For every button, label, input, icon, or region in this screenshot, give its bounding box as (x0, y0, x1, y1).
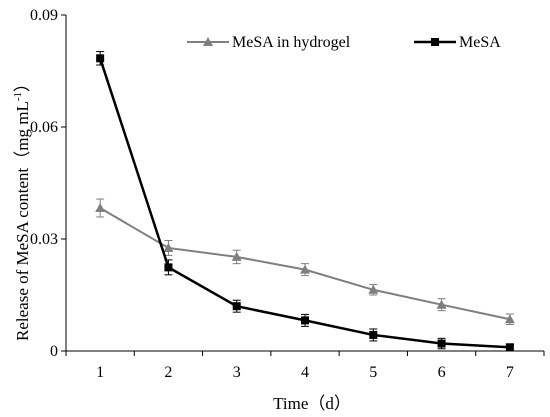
data-point (504, 314, 515, 324)
data-point (505, 343, 514, 352)
data-point (95, 203, 106, 213)
data-point (437, 339, 446, 348)
y-axis-title-superscript: -1 (12, 92, 24, 101)
y-axis-title-close: ） (13, 75, 32, 92)
data-point (436, 299, 447, 309)
data-point (231, 251, 242, 261)
data-point (163, 242, 174, 252)
data-point (232, 302, 241, 311)
x-tick-label: 3 (233, 364, 241, 381)
data-point (96, 54, 105, 63)
data-point (300, 264, 310, 274)
data-point (369, 330, 378, 339)
ticks: 0 0.03 0.06 0.09 1 2 3 4 5 6 7 (30, 7, 545, 381)
x-tick-label: 5 (369, 364, 377, 381)
legend-entry-mesa-in-hydrogel: MeSA in hydrogel (187, 34, 351, 51)
legend-label: MeSA in hydrogel (232, 34, 351, 51)
y-tick-label: 0 (50, 343, 58, 360)
data-point (368, 284, 379, 294)
series-layer (95, 51, 515, 352)
series-mesa-in-hydrogel (95, 198, 515, 325)
legend: MeSA in hydrogel MeSA (187, 34, 501, 51)
y-tick-label: 0.03 (30, 231, 58, 248)
y-axis-title-main: Release of MeSA content（mg mL (13, 101, 32, 341)
data-point (164, 263, 173, 272)
series-mesa (96, 51, 514, 352)
x-tick-label: 2 (164, 364, 172, 381)
x-tick-label: 1 (96, 364, 104, 381)
x-tick-label: 6 (438, 364, 446, 381)
legend-label: MeSA (459, 34, 501, 51)
x-tick-label: 4 (301, 364, 309, 381)
series-line (98, 57, 510, 349)
y-axis-title: Release of MeSA content（mg mL-1） (12, 75, 32, 341)
axes (65, 15, 544, 352)
x-tick-label: 7 (506, 364, 514, 381)
y-tick-label: 0.06 (30, 119, 58, 136)
x-axis-title: Time（d） (273, 394, 351, 413)
y-tick-label: 0.09 (30, 7, 58, 24)
data-point (203, 37, 213, 46)
data-point (301, 316, 309, 325)
data-point (431, 38, 439, 46)
legend-entry-mesa: MeSA (414, 34, 501, 51)
